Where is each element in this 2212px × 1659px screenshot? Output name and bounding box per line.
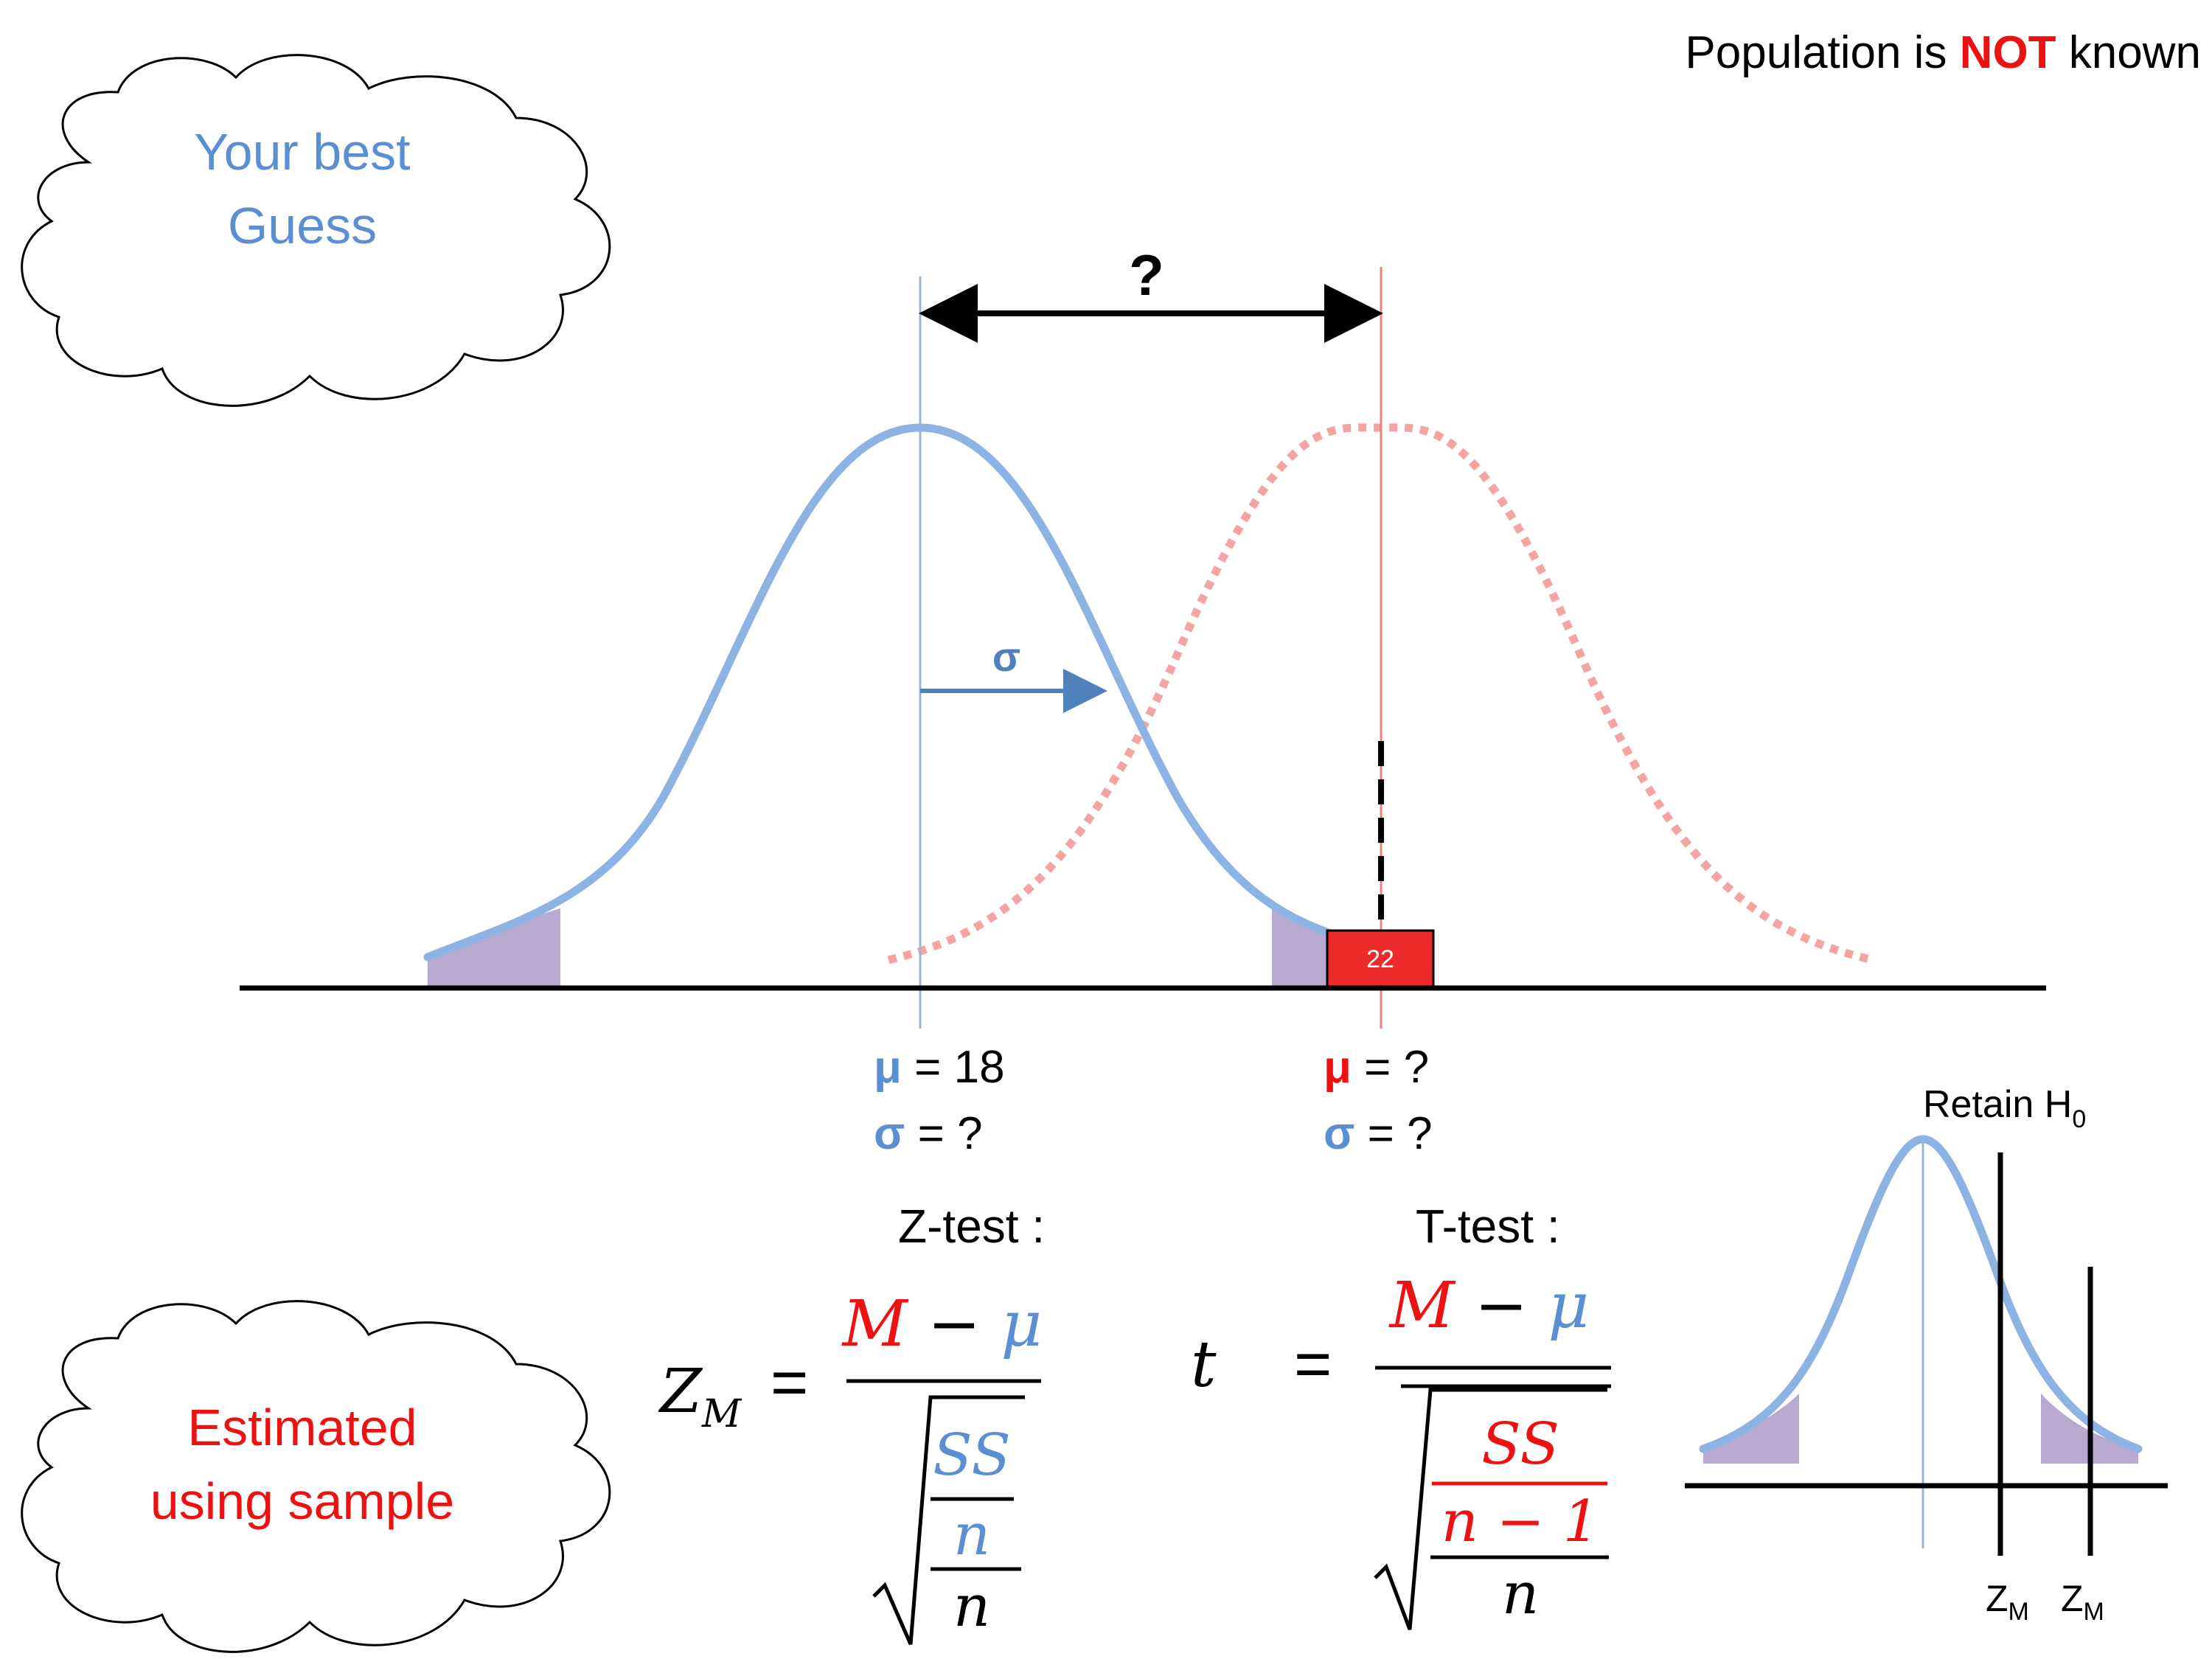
t-lhs: t <box>1191 1328 1217 1402</box>
z-test-label: Z-test : <box>898 1200 1045 1253</box>
cloud-bottom-line2: using sample <box>150 1472 454 1530</box>
t-equals: = <box>1294 1327 1332 1400</box>
sample-value: 22 <box>1366 945 1394 973</box>
t-formula: t = M − μ SS n − 1 n <box>1191 1269 1611 1630</box>
cloud-top: Your best Guess <box>21 54 611 407</box>
t-numerator: M − μ <box>1388 1269 1590 1343</box>
z-sqrt-sign <box>872 1395 1025 1646</box>
known-population-curve <box>423 423 1346 961</box>
inset-title: Retain H0 <box>1923 1083 2086 1133</box>
alternative-population-curve <box>887 423 1874 964</box>
sigma-label: σ <box>992 633 1020 680</box>
t-outer-n: n <box>1502 1561 1539 1627</box>
z-inner-n: n <box>953 1502 990 1568</box>
main-diagram: 22 ? σ <box>240 243 2046 1029</box>
retain-h0-inset: Retain H0 ZM ZM <box>1685 1083 2168 1626</box>
z-ss: SS <box>933 1422 1011 1489</box>
inset-zm-label-2: ZM <box>2061 1578 2104 1626</box>
z-outer-n: n <box>953 1573 990 1640</box>
t-test-label: T-test : <box>1416 1200 1560 1253</box>
inset-zm-label-1: ZM <box>1986 1578 2029 1626</box>
cloud-top-line2: Guess <box>228 197 377 254</box>
unknown-mu: μ = ? <box>1324 1042 1429 1093</box>
t-inner-n-minus-1: n − 1 <box>1441 1489 1600 1555</box>
inset-right-tail <box>2041 1394 2138 1464</box>
known-mu: μ = 18 <box>874 1042 1005 1093</box>
unknown-parameters: μ = ? σ = ? <box>1324 1042 1433 1159</box>
t-ss: SS <box>1481 1411 1559 1478</box>
t-sqrt-sign <box>1374 1388 1607 1630</box>
inset-curve <box>1699 1135 2143 1453</box>
right-tail-shade <box>1272 908 1342 988</box>
cloud-bottom: Estimated using sample <box>21 1300 611 1653</box>
z-lhs: ZM <box>658 1357 742 1436</box>
z-equals: = <box>771 1346 808 1419</box>
cloud-bottom-line1: Estimated <box>187 1399 417 1456</box>
known-parameters: μ = 18 σ = ? <box>874 1042 1005 1159</box>
z-numerator: M − μ <box>841 1287 1043 1361</box>
z-formula: ZM = M − μ SS n n <box>658 1287 1043 1646</box>
distance-label: ? <box>1129 243 1164 307</box>
header-title: Population is NOT known <box>1685 27 2201 78</box>
unknown-sigma: σ = ? <box>1324 1108 1433 1159</box>
known-sigma: σ = ? <box>874 1108 983 1159</box>
cloud-top-line1: Your best <box>194 123 410 181</box>
left-tail-shade <box>428 908 560 988</box>
